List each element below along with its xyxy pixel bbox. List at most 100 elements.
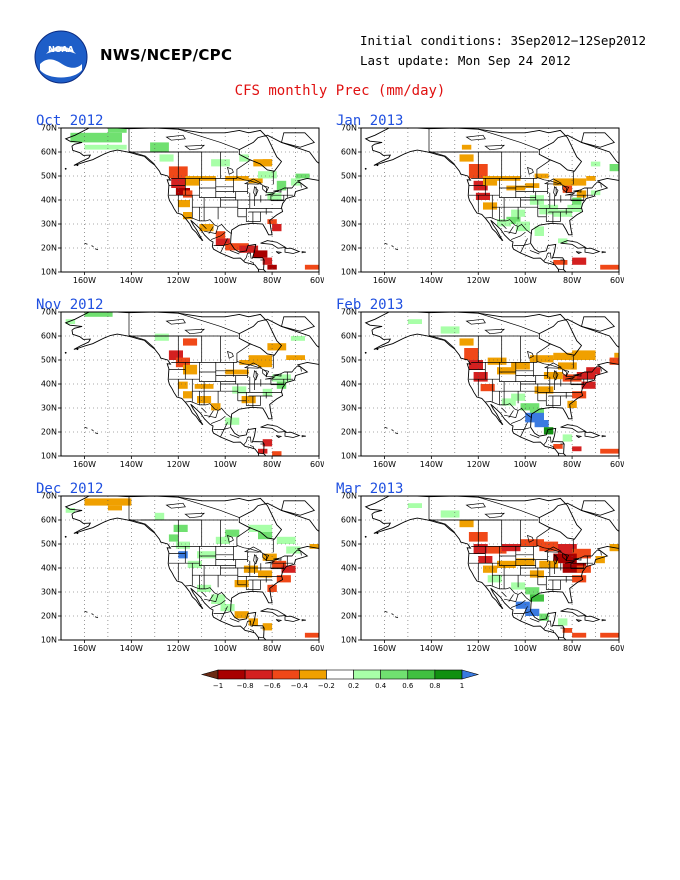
hawaii-islands [384, 242, 399, 251]
anomaly-cell [609, 164, 619, 172]
lat-label: 10N [41, 636, 57, 645]
panel-title: Nov 2012 [36, 297, 104, 313]
lon-label: 60W [610, 460, 624, 469]
anomaly-cell [483, 202, 498, 210]
lat-label: 10N [41, 268, 57, 277]
lake-outline [543, 546, 562, 553]
lat-label: 30N [41, 404, 57, 413]
lat-label: 10N [341, 636, 357, 645]
lat-label: 20N [341, 612, 357, 621]
lake-outline [184, 144, 206, 151]
anomaly-cell [234, 580, 249, 588]
anomaly-cell [178, 200, 190, 208]
initial-conditions: Initial conditions: 3Sep2012−12Sep2012 [360, 33, 646, 48]
anomaly-cell [232, 386, 247, 394]
lat-label: 50N [341, 356, 357, 365]
anomaly-cell [154, 333, 169, 341]
lat-label: 70N [341, 124, 357, 133]
anomaly-cell [281, 565, 296, 573]
lake-outline [265, 560, 275, 564]
anomaly-cell [572, 178, 587, 186]
hawaii-islands [84, 242, 99, 251]
lon-label: 100W [514, 276, 537, 285]
anomaly-cell [539, 204, 559, 215]
lon-label: 80W [563, 644, 581, 653]
anomaly-cell [225, 417, 240, 425]
island-outline [301, 619, 306, 622]
anomaly-cell [70, 132, 122, 143]
island-outline [584, 247, 601, 254]
lake-outline [573, 557, 582, 561]
lake-outline [265, 192, 275, 196]
anomaly-cell [497, 219, 512, 227]
lake-outline [484, 512, 506, 519]
lake-outline [253, 370, 259, 381]
political-borders [428, 128, 602, 271]
lake-outline [273, 373, 282, 377]
lake-outline [484, 144, 506, 151]
lat-label: 50N [41, 172, 57, 181]
lon-label: 60W [310, 460, 324, 469]
hawaii-islands [84, 610, 99, 619]
anomaly-cell [609, 357, 619, 365]
island-dot [364, 167, 367, 170]
lon-label: 120W [467, 460, 490, 469]
anomaly-cell [211, 403, 221, 411]
anomaly-cell [290, 178, 301, 186]
org-name: NWS/NCEP/CPC [100, 46, 233, 64]
anomaly-cell [558, 238, 568, 244]
island-outline [260, 608, 287, 617]
anomaly-cell [543, 372, 563, 380]
anomaly-cell [197, 551, 216, 559]
anomaly-cell [253, 250, 268, 258]
island-outline [281, 132, 316, 148]
lake-outline [184, 328, 206, 335]
colorbar-swatch [434, 669, 463, 680]
anomaly-cell [534, 420, 549, 428]
anomaly-cell [183, 190, 193, 198]
anomaly-cell [586, 176, 596, 181]
colorbar-swatch [271, 669, 300, 680]
anomaly-cell [600, 264, 619, 270]
island-outline [289, 312, 297, 313]
lon-label: 140W [420, 644, 443, 653]
island-outline [601, 251, 606, 254]
anomaly-cell [258, 448, 268, 454]
island-outline [281, 500, 316, 516]
anomaly-cell [183, 364, 198, 375]
panel-title: Mar 2013 [336, 481, 404, 497]
anomaly-cell [248, 355, 273, 360]
anomaly-cell [267, 264, 277, 270]
anomaly-cell [319, 267, 324, 272]
anomaly-cell [267, 219, 277, 224]
colorbar-arrow-left [200, 669, 219, 680]
lake-outline [165, 502, 186, 509]
anomaly-cell [459, 154, 474, 162]
lat-label: 60N [41, 516, 57, 525]
island-outline [275, 619, 283, 622]
colorbar-swatch [407, 669, 436, 680]
anomaly-cell [234, 611, 249, 619]
island-outline [575, 619, 583, 622]
island-outline [284, 247, 301, 254]
lake-outline [465, 502, 486, 509]
anomaly-cell [480, 384, 495, 392]
colorbar-swatch [217, 669, 246, 680]
political-borders [428, 312, 602, 455]
lon-label: 100W [514, 644, 537, 653]
anomaly-cell [487, 546, 507, 554]
anomaly-cell [215, 238, 230, 246]
anomaly-cell [515, 221, 530, 232]
anomaly-cell [286, 355, 305, 360]
island-outline [301, 435, 306, 438]
lake-outline [484, 328, 506, 335]
lat-label: 40N [41, 564, 57, 573]
anomaly-cell [529, 594, 544, 602]
island-outline [560, 424, 587, 433]
island-outline [584, 615, 601, 622]
island-outline [560, 240, 587, 249]
lake-outline [565, 192, 575, 196]
anomaly-cell [483, 176, 498, 186]
anomaly-cell [150, 142, 169, 152]
island-dot [76, 532, 79, 535]
